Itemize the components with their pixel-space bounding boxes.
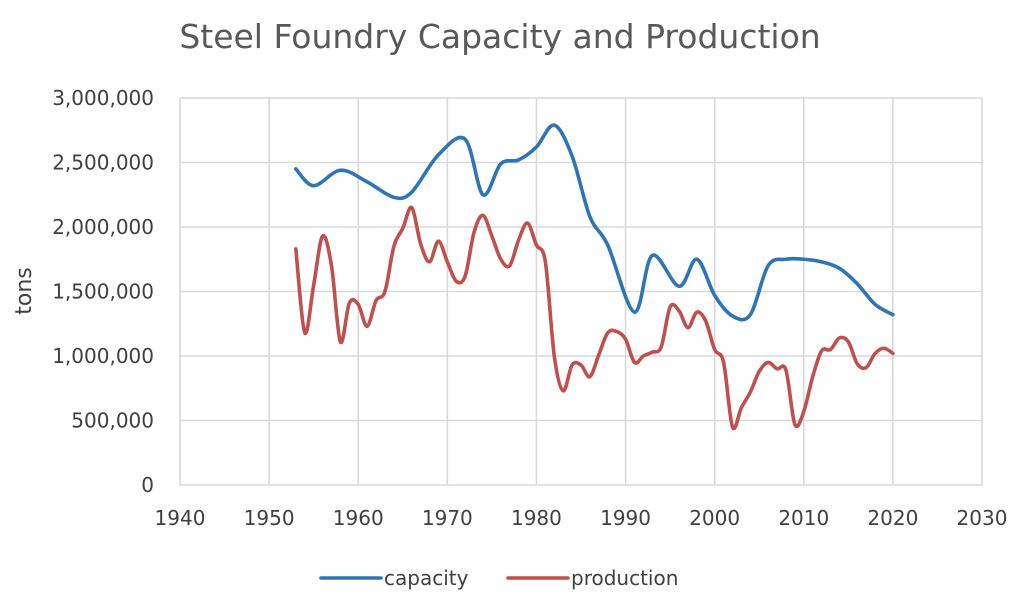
x-tick-label: 2000 [689, 506, 740, 530]
y-axis-label: tons [12, 267, 37, 315]
series-line-production [294, 205, 895, 431]
y-tick-label: 500,000 [71, 409, 154, 433]
x-tick-label: 1950 [244, 506, 295, 530]
x-tick-label: 1990 [600, 506, 651, 530]
series-line-capacity [294, 123, 895, 322]
chart-title: Steel Foundry Capacity and Production [179, 17, 820, 56]
x-tick-label: 1940 [155, 506, 206, 530]
y-tick-label: 2,000,000 [52, 215, 154, 239]
y-tick-label: 3,000,000 [52, 86, 154, 110]
legend-label-production: production [571, 566, 678, 590]
y-tick-label: 1,500,000 [52, 280, 154, 304]
y-tick-label: 0 [141, 473, 154, 497]
x-tick-label: 1980 [511, 506, 562, 530]
y-tick-label: 2,500,000 [52, 151, 154, 175]
x-tick-label: 2020 [867, 506, 918, 530]
x-tick-label: 2010 [778, 506, 829, 530]
x-tick-label: 1970 [422, 506, 473, 530]
x-tick-label: 2030 [957, 506, 1008, 530]
series-lines [294, 123, 895, 431]
tick-labels: 0 500,000 1,000,000 1,500,000 2,000,000 2,500… [52, 86, 1007, 530]
y-tick-label: 1,000,000 [52, 344, 154, 368]
legend-label-capacity: capacity [384, 566, 469, 590]
legend: capacity production [319, 566, 678, 590]
x-tick-label: 1960 [333, 506, 384, 530]
